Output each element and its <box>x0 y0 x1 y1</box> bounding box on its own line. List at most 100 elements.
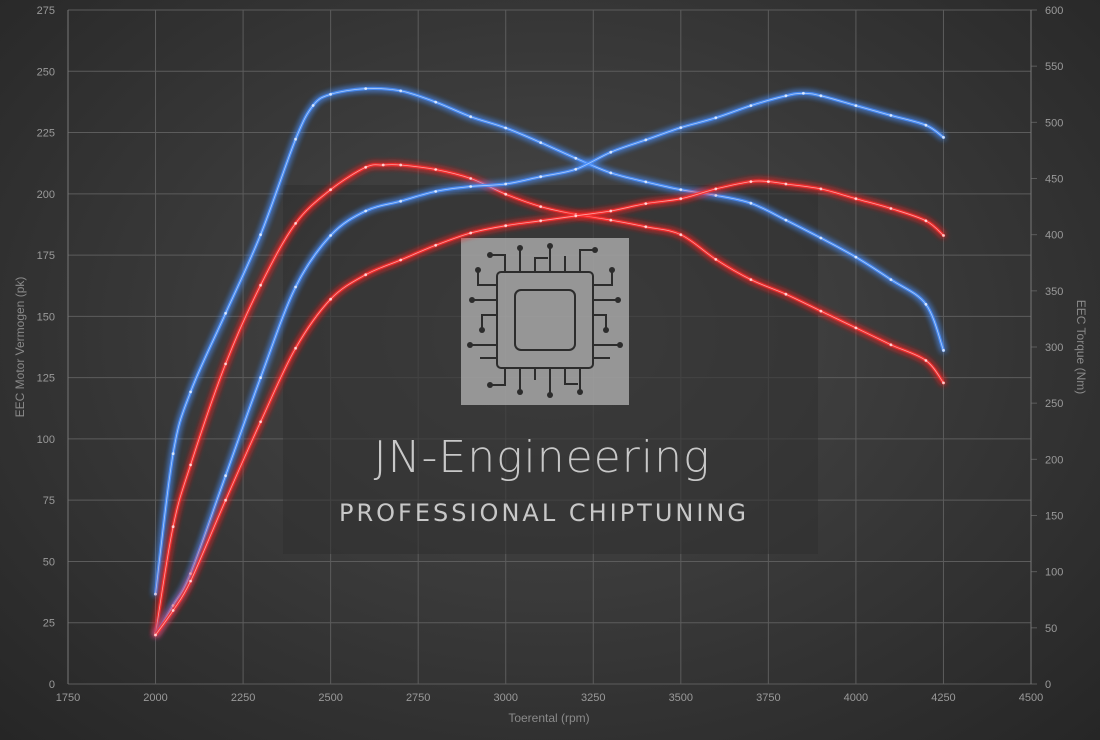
watermark-title: JN-Engineering <box>374 432 711 483</box>
data-point <box>574 167 578 171</box>
data-point <box>381 163 385 167</box>
data-point <box>399 163 403 167</box>
data-point <box>819 94 823 98</box>
data-point <box>399 258 403 262</box>
data-point <box>504 182 508 186</box>
y-right-tick-label: 150 <box>1045 511 1063 523</box>
data-point <box>539 205 543 209</box>
data-point <box>364 209 368 213</box>
data-point <box>749 278 753 281</box>
x-axis-title: Toerental (rpm) <box>508 711 589 725</box>
data-point <box>294 137 297 141</box>
y-left-tick-label: 150 <box>37 311 55 323</box>
data-point <box>294 222 297 225</box>
data-point <box>714 258 718 261</box>
data-point <box>504 192 508 196</box>
data-point <box>889 278 893 281</box>
data-point <box>889 207 893 210</box>
x-tick-label: 2500 <box>318 692 342 704</box>
data-point <box>399 89 403 93</box>
y-right-tick-label: 450 <box>1045 174 1063 186</box>
data-point <box>942 381 945 385</box>
data-point <box>329 234 332 237</box>
x-tick-label: 3500 <box>669 692 693 704</box>
data-point <box>889 343 893 347</box>
data-point <box>802 91 805 95</box>
data-point <box>399 199 403 203</box>
data-point <box>714 187 718 191</box>
y-right-tick-label: 350 <box>1045 286 1063 298</box>
data-point <box>189 579 193 583</box>
data-point <box>854 326 858 330</box>
data-point <box>329 188 332 192</box>
data-point <box>749 201 753 205</box>
data-point <box>259 233 262 237</box>
data-point <box>854 255 858 259</box>
data-point <box>819 236 823 240</box>
data-point <box>644 180 648 184</box>
series-right-red-1 <box>153 162 946 636</box>
y-left-tick-label: 275 <box>37 5 55 17</box>
y-right-tick-label: 500 <box>1045 117 1063 129</box>
data-point <box>644 138 648 142</box>
data-point <box>469 231 473 235</box>
y-left-tick-label: 250 <box>37 66 55 78</box>
data-point <box>154 592 157 596</box>
data-point <box>224 362 228 366</box>
data-point <box>434 100 438 104</box>
data-point <box>819 187 823 191</box>
data-point <box>434 190 438 193</box>
data-point <box>714 194 718 197</box>
data-point <box>714 116 718 120</box>
data-point <box>609 209 613 213</box>
y-right-tick-label: 50 <box>1045 623 1057 635</box>
data-point <box>259 420 262 424</box>
y-right-tick-label: 250 <box>1045 398 1063 410</box>
data-point <box>784 182 788 186</box>
y-left-tick-label: 50 <box>43 556 55 568</box>
data-point <box>189 572 193 576</box>
data-point <box>644 202 648 206</box>
y-left-tick-label: 175 <box>37 250 55 262</box>
data-point <box>924 302 928 306</box>
data-point <box>311 104 315 107</box>
data-point <box>189 463 193 467</box>
data-point <box>574 214 578 218</box>
data-point <box>784 292 788 296</box>
x-tick-label: 2750 <box>406 692 430 704</box>
y-right-tick-label: 100 <box>1045 567 1063 579</box>
y-left-tick-label: 200 <box>37 189 55 201</box>
data-point <box>679 188 683 192</box>
data-point <box>504 224 508 228</box>
data-point <box>889 114 893 117</box>
series-layer <box>153 86 946 637</box>
data-point <box>189 390 193 394</box>
data-point <box>224 311 228 315</box>
data-point <box>259 376 262 379</box>
x-tick-label: 3000 <box>493 692 517 704</box>
data-point <box>469 185 473 188</box>
data-point <box>504 126 508 130</box>
data-point <box>854 104 858 107</box>
data-point <box>819 309 823 313</box>
data-point <box>609 150 613 154</box>
data-point <box>767 180 770 184</box>
data-point <box>154 633 157 637</box>
watermark: JN-Engineering PROFESSIONAL CHIPTUNING <box>283 185 818 554</box>
series-line-core <box>155 180 944 636</box>
data-point <box>609 218 613 222</box>
data-point <box>942 136 945 139</box>
y-left-tick-label: 25 <box>43 618 55 630</box>
series-right-blue-0 <box>153 86 946 596</box>
data-point <box>329 92 332 96</box>
y-left-tick-label: 125 <box>37 373 55 385</box>
data-point <box>224 474 228 478</box>
y-right-tick-label: 0 <box>1045 679 1051 691</box>
data-point <box>924 359 928 362</box>
data-point <box>924 123 928 127</box>
y-axis-left-title: EEC Motor Vermogen (pk) <box>13 277 27 418</box>
data-point <box>644 225 648 229</box>
x-tick-label: 1750 <box>56 692 80 704</box>
data-point <box>784 94 788 98</box>
